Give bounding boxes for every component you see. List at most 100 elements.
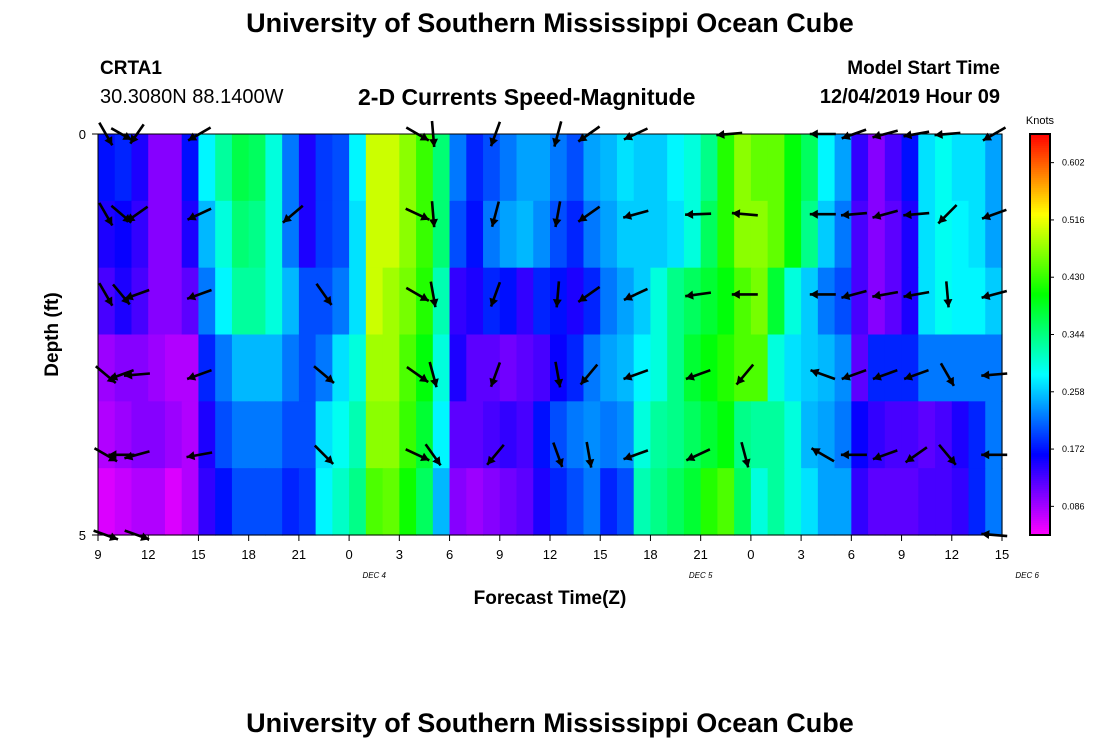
current-vector-arrow	[554, 361, 564, 388]
colorbar-segment	[1030, 154, 1050, 157]
colorbar-segment	[1030, 188, 1050, 191]
colorbar-segment	[1030, 506, 1050, 510]
heatmap-cell	[416, 334, 434, 402]
colorbar-segment	[1030, 262, 1050, 266]
heatmap-cell	[332, 468, 350, 536]
colorbar-segment	[1030, 220, 1050, 223]
arrow-head	[419, 293, 429, 301]
heatmap-cell	[700, 468, 719, 536]
heatmap-cell	[801, 468, 819, 536]
heatmap-cell	[918, 401, 936, 469]
heatmap-cell	[499, 334, 518, 402]
colorbar-segment	[1030, 222, 1050, 225]
heatmap-cell	[131, 468, 149, 536]
colorbar-segment	[1030, 478, 1050, 482]
heatmap-cell	[767, 334, 785, 402]
arrow-head	[432, 456, 441, 466]
heatmap-cell	[667, 200, 685, 269]
colorbar-segment	[1030, 264, 1050, 268]
colorbar-segment	[1030, 252, 1050, 256]
colorbar-segment	[1030, 492, 1050, 496]
colorbar-segment	[1030, 456, 1050, 460]
heatmap-cell	[851, 334, 869, 402]
colorbar-segment	[1030, 310, 1050, 314]
arrow-head	[108, 450, 117, 460]
heatmap-cell	[784, 334, 802, 402]
heatmap-cell	[667, 468, 685, 536]
heatmap-cell	[801, 200, 819, 269]
heatmap-cell	[382, 267, 400, 336]
heatmap-cell	[683, 200, 702, 269]
heatmap-cell	[767, 200, 785, 269]
arrow-head	[811, 448, 821, 457]
arrow-head	[187, 212, 197, 221]
heatmap-cell	[784, 401, 802, 469]
heatmap-cell	[951, 134, 970, 202]
colorbar-segment	[1030, 460, 1050, 464]
colorbar-segment	[1030, 156, 1050, 159]
arrow-head	[107, 453, 118, 462]
heatmap-cell	[399, 267, 417, 336]
current-vector-arrow	[685, 209, 712, 219]
colorbar-segment	[1030, 414, 1050, 418]
colorbar-segment	[1030, 468, 1050, 472]
current-vector-arrow	[904, 446, 928, 464]
heatmap-cell	[365, 200, 384, 269]
current-vector-arrow	[685, 368, 711, 381]
heatmap-cell	[918, 200, 936, 269]
colorbar-segment	[1030, 346, 1050, 350]
heatmap-cell	[349, 401, 367, 469]
colorbar-segment	[1030, 248, 1050, 251]
heatmap-cell	[164, 134, 183, 202]
heatmap-cell	[784, 200, 802, 269]
heatmap-cell	[717, 200, 735, 269]
heatmap-cell	[750, 468, 769, 536]
heatmap-cell	[449, 468, 467, 536]
heatmap-cell	[231, 267, 250, 336]
current-vector-arrow	[810, 368, 836, 381]
heatmap-cell	[466, 267, 484, 336]
colorbar: 0.086 0.172 0.258 0.344 0.430 0.516 0.602	[1029, 133, 1085, 536]
heatmap-cell	[499, 401, 518, 469]
colorbar-segment	[1030, 404, 1050, 408]
arrow-head	[585, 458, 595, 468]
colorbar-segment	[1030, 376, 1050, 380]
heatmap-cell	[282, 134, 300, 202]
heatmap-cell	[801, 134, 819, 202]
heatmap-cell	[114, 401, 133, 469]
day-label: DEC 6	[1015, 571, 1039, 580]
colorbar-segment	[1030, 152, 1050, 155]
heatmap-cell	[98, 334, 116, 402]
heatmap-cell	[935, 267, 953, 336]
heatmap-cell	[449, 200, 467, 269]
heatmap-cell	[884, 200, 903, 269]
heatmap-cell	[667, 334, 685, 402]
arrow-head	[982, 132, 993, 141]
heatmap-cell	[734, 134, 752, 202]
current-vector-arrow	[809, 209, 836, 219]
colorbar-segment	[1030, 368, 1050, 372]
colorbar-segment	[1030, 272, 1050, 276]
heatmap-cell	[466, 200, 484, 269]
heatmap-cell	[164, 468, 183, 536]
current-vector-arrow	[685, 448, 711, 462]
heatmap-cell	[734, 401, 752, 469]
colorbar-segment	[1030, 338, 1050, 342]
current-vector-arrow	[124, 450, 150, 461]
heatmap-cell	[901, 200, 919, 269]
current-vector-arrow	[731, 289, 758, 299]
heatmap-cell	[901, 401, 919, 469]
current-vector-arrow	[313, 365, 335, 384]
colorbar-segment	[1030, 200, 1050, 203]
current-vector-arrow	[735, 363, 755, 386]
colorbar-segment	[1030, 286, 1050, 290]
x-tick-label: 15	[995, 547, 1009, 562]
colorbar-segment	[1030, 298, 1050, 302]
current-vector-arrow	[552, 201, 562, 228]
colorbar-segment	[1030, 224, 1050, 227]
colorbar-segment	[1030, 480, 1050, 484]
arrow-head	[623, 372, 633, 381]
colorbar-segment	[1030, 512, 1050, 516]
arrow-head	[489, 297, 498, 307]
arrow-head	[419, 373, 429, 383]
